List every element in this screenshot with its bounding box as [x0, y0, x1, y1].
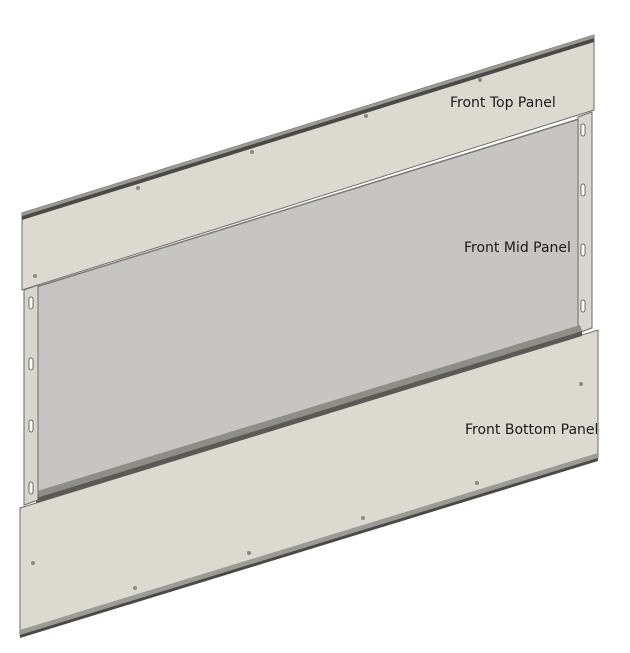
bottom-panel-lip — [20, 453, 598, 635]
slot — [28, 357, 34, 371]
front-top-panel-label: Front Top Panel — [450, 95, 556, 111]
screw-hole — [478, 78, 482, 82]
screw-hole — [364, 114, 368, 118]
right-rail — [577, 111, 593, 334]
front-top-panel — [21, 34, 595, 291]
left-rail — [23, 284, 39, 506]
top-panel-edge — [22, 38, 594, 220]
front-mid-panel-label: Front Mid Panel — [464, 240, 571, 256]
screw-hole — [250, 150, 254, 154]
slot — [580, 243, 586, 257]
slot — [580, 123, 586, 137]
screw-hole — [361, 516, 365, 520]
top-panel-lip — [22, 35, 594, 216]
front-bottom-panel — [19, 329, 599, 638]
screw-hole — [579, 382, 583, 386]
slot — [580, 299, 586, 313]
mid-panel-bottom-flange — [34, 325, 582, 503]
screw-hole — [475, 481, 479, 485]
slot — [28, 296, 34, 310]
slot — [28, 481, 34, 495]
screw-hole — [133, 586, 137, 590]
screw-hole — [136, 186, 140, 190]
screw-hole — [33, 274, 37, 278]
slot — [28, 419, 34, 433]
bottom-panel-edge — [20, 458, 598, 638]
slot — [580, 183, 586, 197]
front-bottom-panel-label: Front Bottom Panel — [465, 422, 599, 438]
screw-hole — [31, 561, 35, 565]
screw-hole — [247, 551, 251, 555]
